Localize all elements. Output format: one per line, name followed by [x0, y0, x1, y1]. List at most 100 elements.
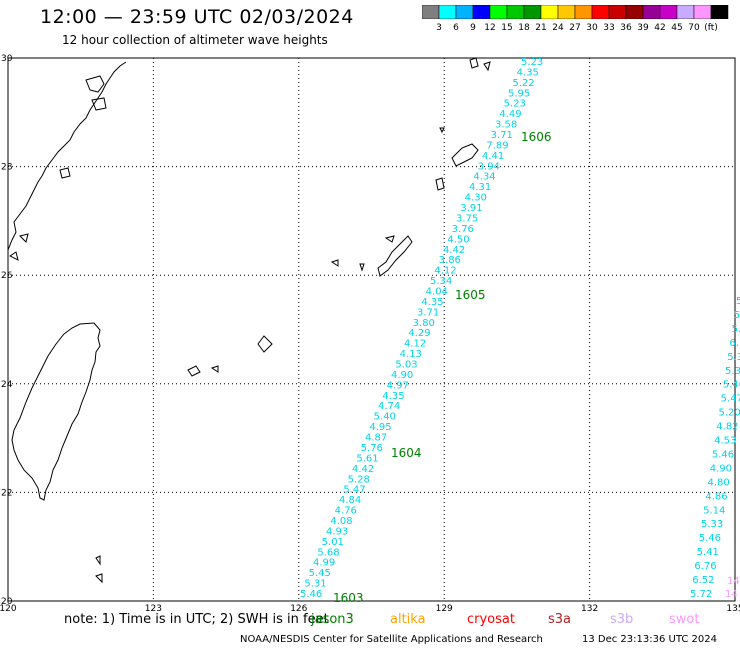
swh-value: 5.22	[512, 78, 534, 89]
longitude-label: 126	[290, 604, 307, 614]
note-text: note: 1) Time is in UTC; 2) SWH is in fe…	[64, 612, 329, 627]
swh-value: 3.71	[417, 307, 439, 318]
coastlines	[7, 57, 491, 584]
latitude-label: 30	[1, 54, 13, 64]
swh-value: 4.86	[705, 491, 727, 502]
swh-value: 5.72	[690, 589, 712, 600]
swh-value: 4.12	[404, 339, 426, 350]
swh-value: 5.3	[727, 352, 740, 363]
latitude-label: 24	[1, 380, 13, 390]
colorbar-label: 21	[535, 23, 546, 33]
swh-value: 4.35	[382, 391, 404, 402]
ishigaki-island	[187, 365, 201, 377]
colorbar-label: 9	[470, 23, 476, 33]
swh-value: 5.47	[721, 394, 740, 405]
longitude-label: 120	[0, 604, 17, 614]
swh-value: 3.71	[491, 130, 513, 141]
swh-value: 5.45	[309, 568, 331, 579]
swh-value: 3.76	[452, 224, 474, 235]
latitude-label: 22	[1, 488, 12, 498]
swh-value: 4.30	[465, 193, 487, 204]
colorbar-label: 70	[688, 23, 700, 33]
longitude-label: 123	[145, 604, 162, 614]
swh-value: 5.23	[521, 57, 543, 68]
taiwan-coastline	[11, 322, 101, 501]
swh-value: 4.95	[369, 422, 391, 433]
swh-value: 5.20	[718, 408, 740, 419]
satellite-legend-jason3: jason3	[311, 612, 354, 627]
latitude-label: 26	[1, 271, 13, 281]
swh-value: 5.03	[395, 360, 417, 371]
swh-value: 5.46	[699, 533, 721, 544]
swh-value: 4.87	[365, 433, 387, 444]
swh-value: 4.99	[313, 558, 335, 569]
colorbar-label: 30	[586, 23, 598, 33]
satellite-legend-cryosat: cryosat	[467, 612, 515, 627]
swh-value: 5.61	[356, 453, 378, 464]
colorbar-label: 6	[453, 23, 459, 33]
swh-value: 5.31	[304, 579, 326, 590]
pass-number-label: 1604	[391, 446, 422, 460]
swh-value: 5.40	[374, 412, 396, 423]
swh-value: 5.41	[697, 547, 719, 558]
miyako-island	[257, 335, 273, 353]
longitude-label: 132	[581, 604, 598, 614]
swh-value: 5.23	[504, 99, 526, 110]
colorbar-label: 39	[637, 23, 649, 33]
swh-value: 6.52	[692, 575, 714, 586]
swh-value: 4.08	[330, 516, 352, 527]
swh-value: 4.82	[716, 422, 738, 433]
swh-value: 3.80	[413, 318, 435, 329]
longitude-label: 129	[436, 604, 453, 614]
colorbar-label: (ft)	[704, 23, 718, 33]
latitude-label: 20	[1, 597, 13, 607]
swh-value: 5.34	[430, 276, 452, 287]
swh-value: 4.93	[326, 526, 348, 537]
swh-value: 4.35	[421, 297, 443, 308]
swh-value: 4.42	[352, 464, 374, 475]
swh-value: 5.68	[317, 547, 339, 558]
swot-value: 14	[725, 589, 738, 600]
swh-value: 4.76	[335, 506, 357, 517]
longitude-labels: 120 123 126 129 132 135	[0, 604, 740, 614]
swh-value: 6.76	[694, 561, 716, 572]
swh-value: 5.3	[725, 366, 740, 377]
swh-value: 5.	[734, 310, 740, 321]
swh-value: 3.86	[439, 255, 461, 266]
swh-value: 3.91	[460, 203, 482, 214]
altimeter-track-main: 5.234.355.225.955.234.493.583.717.894.41…	[300, 57, 543, 600]
swh-value: 5.47	[343, 485, 365, 496]
swh-value: 5.95	[508, 88, 530, 99]
swh-value: 5.40	[723, 380, 740, 391]
colorbar-swatch	[710, 5, 729, 19]
latitude-labels: 30 28 26 24 22 20	[1, 54, 13, 607]
map-title: 12:00 — 23:59 UTC 02/03/2024	[40, 6, 354, 28]
swh-value: 4.35	[517, 67, 539, 78]
swh-value: 4.34	[473, 172, 495, 183]
latitude-label: 28	[1, 163, 13, 173]
swh-value: 5.76	[361, 443, 383, 454]
swh-value: 4.53	[714, 436, 736, 447]
colorbar-label: 3	[436, 23, 442, 33]
swh-value: 6.	[729, 338, 739, 349]
swh-value: 5.01	[322, 537, 344, 548]
swh-value: 5.	[732, 324, 740, 335]
map-subtitle: 12 hour collection of altimeter wave hei…	[62, 33, 328, 47]
satellite-legend-altika: altika	[390, 612, 426, 627]
colorbar-label: 27	[569, 23, 580, 33]
swot-value: 14	[727, 576, 740, 587]
colorbar-label: 12	[484, 23, 495, 33]
swh-value: 3.75	[456, 213, 478, 224]
colorbar-label: 24	[552, 23, 564, 33]
swh-value: 5.46	[712, 449, 734, 460]
swh-value: 4.29	[408, 328, 430, 339]
swh-value: 4.50	[447, 234, 469, 245]
swh-value: 5.28	[348, 474, 370, 485]
swh-value: 4.97	[387, 380, 409, 391]
pass-number-label: 1605	[455, 288, 486, 302]
swh-value: 4.80	[708, 477, 730, 488]
colorbar	[422, 5, 729, 19]
china-coastline	[7, 61, 127, 251]
